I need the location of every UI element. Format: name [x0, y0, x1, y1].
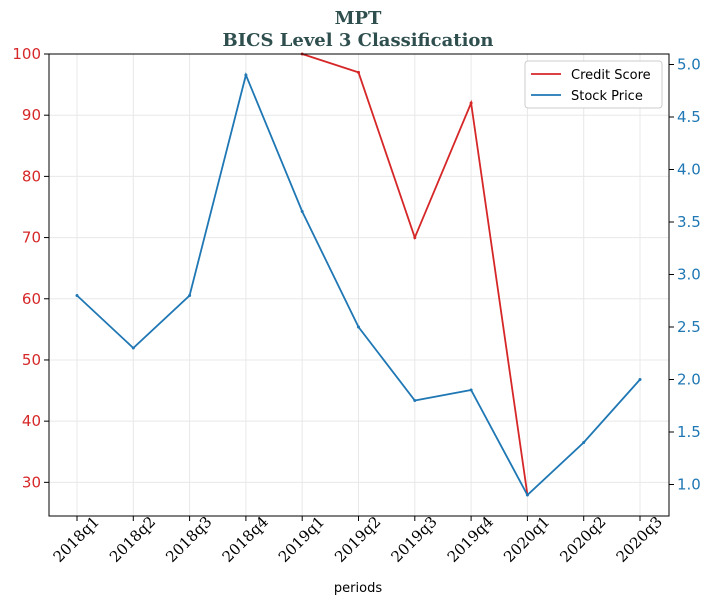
grid — [49, 53, 669, 516]
x-tick-label: 2019q3 — [387, 513, 440, 566]
x-tick-label: 2018q2 — [106, 513, 159, 566]
data-point-stock-price — [300, 210, 304, 213]
legend: Credit Score Stock Price — [524, 60, 663, 109]
y-left-tick-label: 50 — [22, 351, 41, 369]
x-axis-label: periods — [334, 581, 382, 596]
data-point-credit-score — [469, 101, 473, 105]
x-tick-label: 2018q3 — [162, 513, 215, 566]
data-point-stock-price — [75, 294, 79, 297]
y-right-tick-label: 3.5 — [677, 213, 701, 231]
legend-box — [524, 60, 663, 109]
data-point-stock-price — [469, 388, 473, 392]
left-axis: 30 40 50 60 70 80 90 100 — [12, 45, 49, 491]
data-point-stock-price — [638, 378, 642, 381]
x-tick-label: 2020q3 — [613, 513, 666, 566]
data-point-stock-price — [357, 325, 360, 329]
data-point-credit-score — [357, 70, 360, 74]
x-tick-label: 2018q1 — [50, 513, 103, 566]
y-left-tick-label: 30 — [22, 473, 41, 491]
data-point-stock-price — [188, 294, 192, 297]
x-tick-label: 2019q1 — [275, 513, 328, 566]
x-tick-label: 2020q2 — [556, 513, 609, 566]
legend-label: Stock Price — [571, 89, 643, 104]
y-left-tick-label: 80 — [22, 167, 41, 185]
legend-label: Credit Score — [571, 68, 651, 83]
x-tick-label: 2019q4 — [444, 513, 497, 566]
y-left-tick-label: 100 — [12, 45, 41, 63]
y-right-tick-label: 2.5 — [677, 318, 701, 336]
y-right-tick-label: 1.5 — [677, 423, 701, 441]
x-tick-label: 2018q4 — [219, 513, 272, 566]
series-lines — [75, 52, 642, 497]
right-axis: 1.0 1.5 2.0 2.5 3.0 3.5 4.0 4.5 5.0 — [669, 56, 701, 494]
y-left-tick-label: 60 — [22, 290, 41, 308]
x-tick-label: 2019q2 — [331, 513, 384, 566]
y-left-tick-label: 40 — [22, 412, 41, 430]
chart-title: MPT — [335, 8, 382, 29]
data-point-stock-price — [413, 399, 417, 402]
x-tick-label: 2020q1 — [500, 513, 553, 566]
data-point-stock-price — [525, 493, 529, 497]
y-left-tick-label: 90 — [22, 106, 41, 124]
x-axis: 2018q1 2018q2 2018q3 2018q4 2019q1 2019q2 2019… — [50, 513, 666, 566]
data-point-stock-price — [244, 73, 248, 77]
y-right-tick-label: 4.0 — [677, 161, 701, 179]
y-right-tick-label: 2.0 — [677, 371, 701, 389]
y-right-tick-label: 1.0 — [677, 476, 701, 494]
y-left-tick-label: 70 — [22, 229, 41, 247]
y-right-tick-label: 3.0 — [677, 266, 701, 284]
data-point-credit-score — [413, 236, 417, 240]
y-right-tick-label: 4.5 — [677, 108, 701, 126]
data-point-stock-price — [582, 441, 586, 444]
data-point-stock-price — [131, 346, 135, 350]
y-right-tick-label: 5.0 — [677, 56, 701, 74]
chart-subtitle: BICS Level 3 Classification — [222, 30, 493, 51]
